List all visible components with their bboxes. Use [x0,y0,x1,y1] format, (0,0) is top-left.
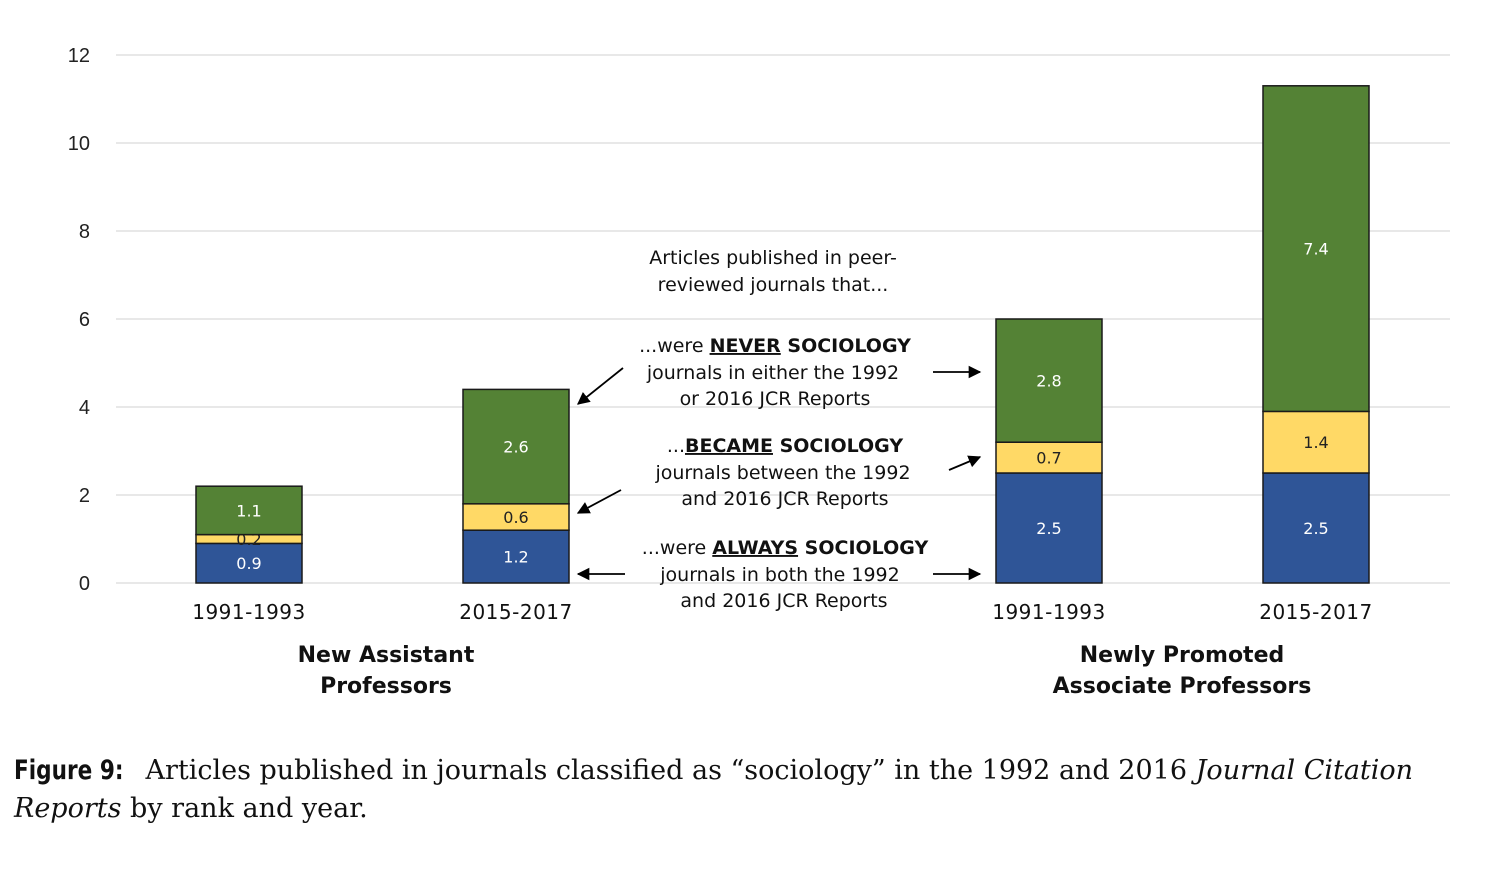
annotation-always-line3: and 2016 JCR Reports [680,590,887,612]
data-label-always: 1.2 [503,548,528,567]
figure-caption: Figure 9: Articles published in journals… [14,752,1504,828]
annotation-became-line1: ...BECAME SOCIOLOGY [667,435,904,457]
group-label-line1: Newly Promoted [1080,643,1285,668]
annotation-always-line2: journals in both the 1992 [659,564,899,586]
bar-segment-never [1262,85,1370,413]
bar-segment-never [995,318,1103,443]
bar-segment-became [995,441,1103,474]
data-label-always: 2.5 [1036,519,1061,538]
bar-segment-never [195,485,303,536]
annotation-header-line2: reviewed journals that... [658,274,889,296]
data-label-became: 1.4 [1303,433,1328,452]
annotation-always-line1: ...were ALWAYS SOCIOLOGY [642,537,929,559]
group-labels: New Assistant Professors Newly Promoted Ass… [298,643,1312,699]
group-label-line1: New Assistant [298,643,475,668]
y-tick-label: 6 [79,309,90,331]
x-tick-label: 2015-2017 [1259,600,1373,624]
y-tick-label: 12 [68,45,90,67]
caption-text-end: by rank and year. [121,793,368,824]
group-label-line2: Associate Professors [1053,674,1312,699]
data-label-always: 2.5 [1303,519,1328,538]
arrow-became-left [576,489,622,514]
caption-text: Articles published in journals classifie… [136,755,1196,786]
y-axis-ticks: 0 2 4 6 8 10 12 [68,45,90,595]
bars: 0.90.21.11.20.62.62.50.72.82.51.47.4 [195,85,1370,584]
arrow-never-left [577,367,624,405]
x-tick-label: 1991-1993 [992,600,1106,624]
annotations: Articles published in peer- reviewed jou… [639,247,928,612]
data-label-never: 2.6 [503,438,528,457]
x-tick-label: 2015-2017 [459,600,573,624]
bar-segment-became [462,503,570,531]
y-tick-label: 0 [79,573,90,595]
group-label-line2: Professors [320,674,452,699]
annotation-never-line2: journals in either the 1992 [646,362,899,384]
x-tick-label: 1991-1993 [192,600,306,624]
bar-segment-never [462,388,570,505]
annotation-never-line1: ...were NEVER SOCIOLOGY [639,335,911,357]
x-axis-labels: 1991-1993 2015-2017 1991-1993 2015-2017 [192,600,1373,624]
arrow-became-right [948,455,982,471]
y-tick-label: 2 [79,485,90,507]
annotation-became-line2: journals between the 1992 [654,462,910,484]
annotation-became-line3: and 2016 JCR Reports [681,488,888,510]
bar-segment-always [1262,472,1370,584]
y-tick-label: 10 [68,133,90,155]
data-label-never: 7.4 [1303,240,1328,259]
bar-segment-always [195,542,303,584]
y-tick-label: 4 [79,397,90,419]
y-tick-label: 8 [79,221,90,243]
caption-italic: Journal Citation Reports [14,755,1414,824]
bar-segment-always [995,472,1103,584]
data-label-never: 1.1 [236,501,261,520]
annotation-header-line1: Articles published in peer- [649,247,897,269]
annotation-arrows [576,365,982,581]
figure-label: Figure 9: [14,755,124,786]
data-label-always: 0.9 [236,554,261,573]
data-label-never: 2.8 [1036,372,1061,391]
data-label-became: 0.6 [503,508,528,527]
annotation-never-line3: or 2016 JCR Reports [680,388,871,410]
gridlines [116,54,1450,584]
data-label-became: 0.7 [1036,449,1061,468]
